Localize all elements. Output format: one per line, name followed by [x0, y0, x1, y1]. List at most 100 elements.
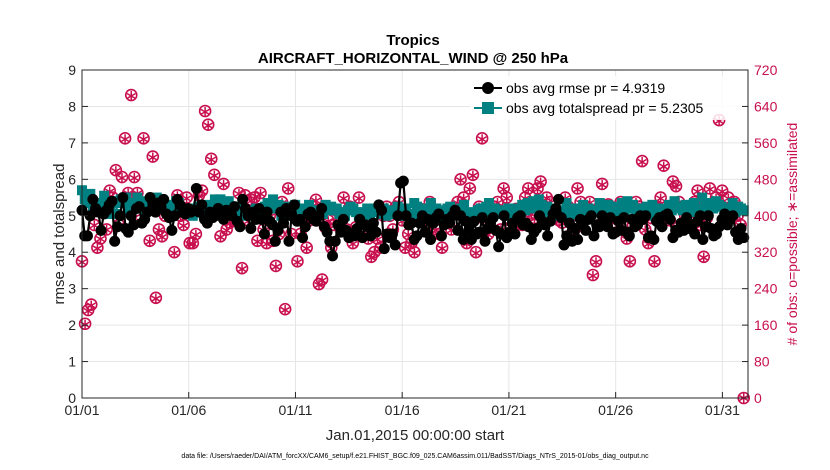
rmse-marker — [337, 213, 349, 225]
obs-assimilated-marker — [157, 232, 167, 243]
spread-marker — [484, 198, 495, 209]
rmse-marker — [550, 202, 562, 214]
rmse-marker — [117, 192, 129, 204]
asterisk-stroke — [692, 188, 703, 195]
asterisk-stroke — [86, 302, 96, 309]
y-tick-label: 0 — [68, 390, 76, 406]
asterisk-stroke — [532, 186, 543, 193]
rmse-marker — [278, 217, 290, 229]
obs-assimilated-marker — [437, 243, 447, 254]
asterisk-stroke — [292, 259, 303, 266]
asterisk-stroke — [215, 234, 226, 241]
rmse-marker — [327, 250, 339, 262]
asterisk-stroke — [431, 227, 441, 234]
spread-marker — [151, 192, 162, 203]
obs-assimilated-marker — [465, 184, 475, 195]
asterisk-stroke — [169, 249, 180, 257]
spread-marker — [705, 198, 716, 209]
spread-marker — [575, 205, 586, 216]
asterisk-stroke — [95, 235, 106, 243]
y-tick-label: 9 — [68, 62, 76, 78]
asterisk-stroke — [151, 295, 161, 302]
chart-subtitle: AIRCRAFT_HORIZONTAL_WIND @ 250 hPa — [258, 50, 569, 67]
spread-marker — [168, 201, 179, 212]
asterisk-stroke — [206, 156, 216, 163]
spread-marker — [688, 198, 699, 209]
rmse-marker — [487, 212, 499, 224]
spread-marker — [603, 199, 614, 210]
spread-marker — [331, 203, 342, 214]
rmse-marker — [376, 204, 388, 216]
rmse-marker — [288, 199, 300, 211]
obs-assimilated-marker — [178, 220, 189, 231]
legend-box — [470, 76, 742, 120]
rmse-marker — [269, 235, 281, 247]
rmse-marker — [245, 223, 257, 235]
obs-assimilated-marker — [249, 193, 260, 204]
rmse-marker — [479, 235, 491, 247]
obs-assimilated-marker — [671, 182, 681, 193]
rmse-marker — [106, 195, 118, 207]
spread-marker — [362, 203, 373, 214]
y-axis-label: rmse and totalspread — [51, 164, 68, 305]
legend: obs avg rmse pr = 4.9319 obs avg totalsp… — [470, 76, 742, 120]
spread-marker — [677, 205, 688, 216]
spread-marker — [406, 208, 417, 219]
asterisk-stroke — [437, 245, 447, 252]
obs-assimilated-marker — [455, 175, 466, 186]
asterisk-stroke — [699, 254, 709, 261]
y-tick-label: 2 — [68, 317, 76, 333]
rmse-marker — [258, 228, 270, 240]
obs-assimilated-marker — [129, 172, 140, 183]
asterisk-stroke — [468, 172, 478, 179]
rmse-marker — [114, 210, 126, 222]
spread-marker — [708, 203, 719, 214]
asterisk-stroke — [252, 238, 263, 245]
spread-marker — [619, 205, 630, 216]
y-axis-right-label: # of obs: o=possible; ∗=assimilated — [784, 123, 800, 346]
y-right-tick-label: 720 — [754, 62, 778, 78]
x-tick-label: 01/11 — [278, 402, 312, 418]
rmse-marker — [234, 221, 246, 233]
rmse-marker — [493, 241, 505, 253]
asterisk-stroke — [591, 259, 601, 266]
spread-marker — [129, 198, 140, 209]
obs-assimilated-marker — [317, 275, 327, 286]
spread-marker — [209, 194, 220, 205]
y-right-tick-label: 640 — [754, 98, 778, 114]
obs-assimilated-marker — [237, 264, 247, 275]
obs-assimilated-marker — [203, 120, 213, 131]
asterisk-stroke — [218, 181, 229, 188]
rmse-marker — [297, 232, 309, 244]
spread-marker — [641, 201, 652, 212]
spread-marker — [622, 196, 633, 207]
asterisk-stroke — [354, 195, 364, 202]
spread-marker — [666, 205, 677, 216]
asterisk-stroke — [572, 186, 583, 193]
rmse-marker — [460, 215, 472, 227]
y-right-tick-label: 0 — [754, 390, 762, 406]
asterisk-stroke — [535, 179, 546, 186]
spread-marker — [417, 203, 428, 214]
rmse-marker — [237, 193, 249, 205]
spread-marker — [304, 199, 315, 210]
legend-spread-label: obs avg totalspread pr = 5.2305 — [506, 100, 704, 116]
x-tick-label: 01/31 — [705, 402, 740, 418]
rmse-marker — [166, 224, 178, 236]
spread-marker — [611, 208, 622, 219]
rmse-marker — [694, 210, 706, 222]
spread-marker — [517, 199, 528, 210]
asterisk-stroke — [145, 238, 155, 245]
obs-assimilated-marker — [145, 236, 155, 247]
spread-marker — [627, 199, 638, 210]
y-tick-label: 8 — [68, 98, 76, 114]
right-axis: 0 80 160 240 320 400 480 560 640 720 — [742, 62, 778, 406]
obs-assimilated-marker — [625, 257, 635, 268]
obs-assimilated-marker — [369, 248, 380, 259]
asterisk-stroke — [221, 227, 232, 234]
obs-assimilated-marker — [111, 166, 121, 177]
obs-assimilated-marker — [169, 248, 180, 259]
x-tick-label: 01/06 — [171, 402, 206, 418]
obs-assimilated-marker — [597, 179, 607, 190]
obs-assimilated-marker — [215, 232, 226, 243]
